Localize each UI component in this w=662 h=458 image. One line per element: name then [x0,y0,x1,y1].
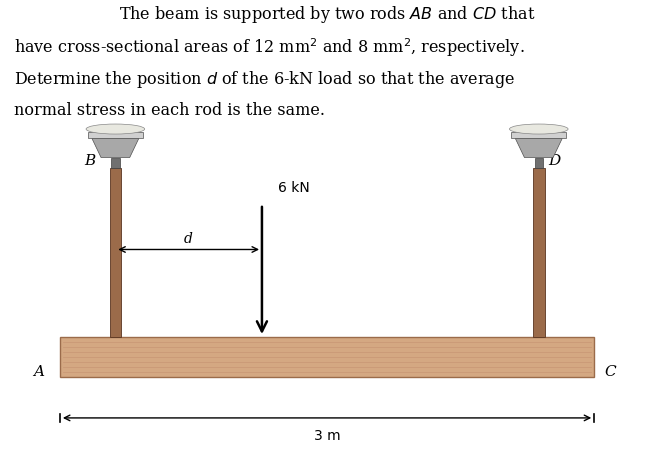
Text: C: C [604,365,616,379]
Text: D: D [549,154,561,168]
Polygon shape [92,138,139,158]
Ellipse shape [510,124,568,134]
Bar [534,158,543,168]
Text: have cross-sectional areas of 12 mm$^2$ and 8 mm$^2$, respectively.: have cross-sectional areas of 12 mm$^2$ … [15,37,525,59]
Text: Determine the position $\mathit{d}$ of the 6-kN load so that the average: Determine the position $\mathit{d}$ of t… [15,69,516,90]
Text: The beam is supported by two rods $\mathit{AB}$ and $\mathit{CD}$ that: The beam is supported by two rods $\math… [119,4,536,25]
Ellipse shape [86,124,145,134]
Bar [87,132,143,138]
Bar [109,168,121,337]
Text: A: A [32,365,44,379]
Text: normal stress in each rod is the same.: normal stress in each rod is the same. [15,102,326,119]
Bar [111,158,120,168]
Text: d: d [184,233,193,246]
Text: 3 m: 3 m [314,429,340,443]
Polygon shape [515,138,562,158]
Bar [511,132,567,138]
Bar [60,337,594,377]
Bar [533,168,545,337]
Text: B: B [85,154,96,168]
Text: 6 kN: 6 kN [278,181,310,195]
